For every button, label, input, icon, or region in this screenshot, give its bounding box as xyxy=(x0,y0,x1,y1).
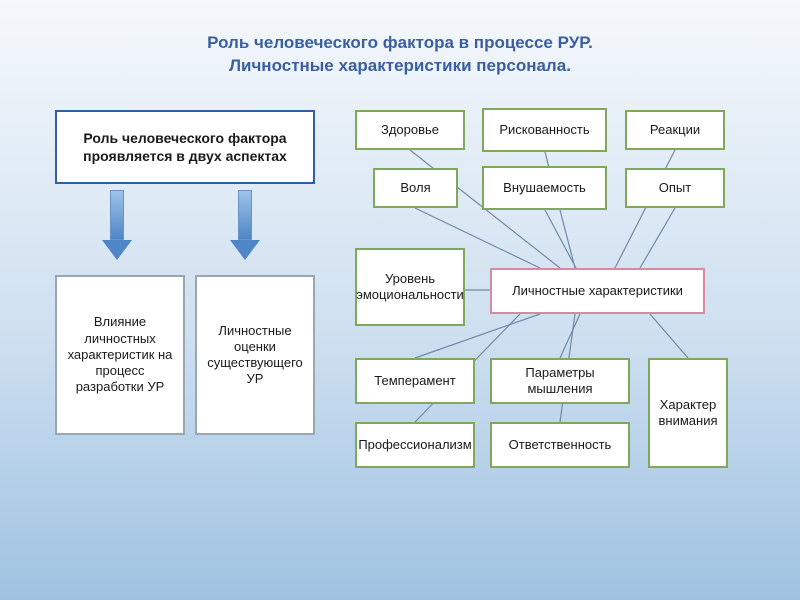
main-aspects-box: Роль человеческого фактора проявляется в… xyxy=(55,110,315,184)
center-personal-characteristics: Личностные характеристики xyxy=(490,268,705,314)
node-professionalism: Профессионализм xyxy=(355,422,475,468)
node-health: Здоровье xyxy=(355,110,465,150)
node-temperament: Темперамент xyxy=(355,358,475,404)
aspect-evaluation-box: Личностные оценки существующего УР xyxy=(195,275,315,435)
node-experience: Опыт xyxy=(625,168,725,208)
aspect-influence-box: Влияние личностных характеристик на проц… xyxy=(55,275,185,435)
node-risk: Рискованность xyxy=(482,108,607,152)
node-will: Воля xyxy=(373,168,458,208)
node-reactions: Реакции xyxy=(625,110,725,150)
node-thinking: Параметры мышления xyxy=(490,358,630,404)
node-attention: Характер внимания xyxy=(648,358,728,468)
page-title: Роль человеческого фактора в процессе РУ… xyxy=(0,32,800,78)
arrow-down-2 xyxy=(230,190,260,260)
node-responsibility: Ответственность xyxy=(490,422,630,468)
node-suggestibility: Внушаемость xyxy=(482,166,607,210)
arrow-down-1 xyxy=(102,190,132,260)
node-emotion-level: Уровень эмоциональности xyxy=(355,248,465,326)
